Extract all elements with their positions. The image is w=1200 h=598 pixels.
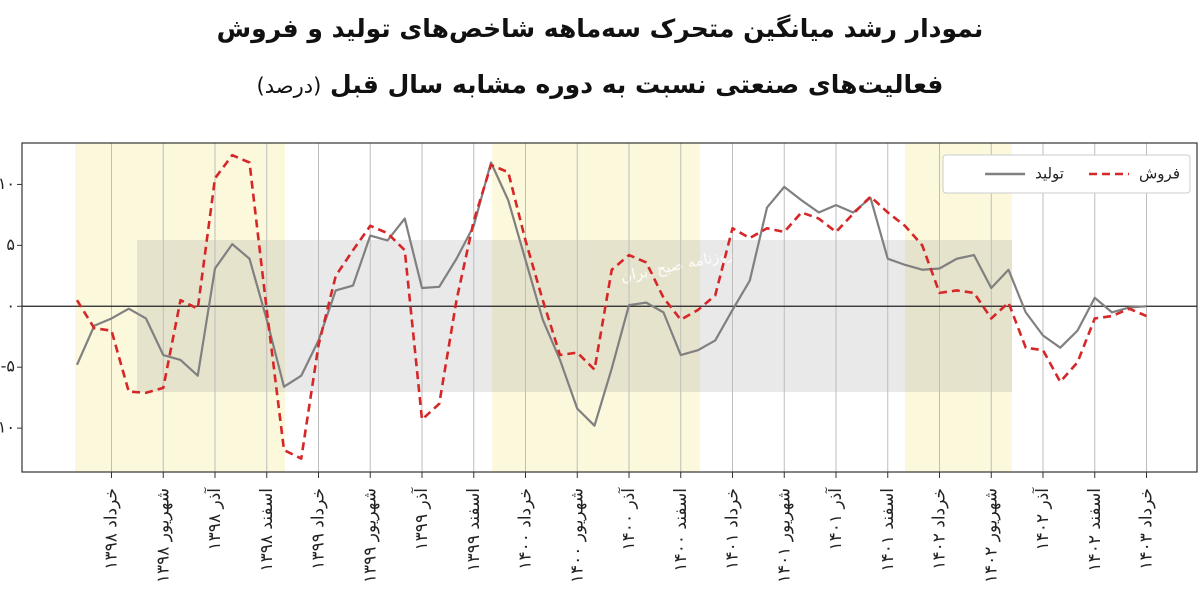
unit: (درصد) [256,74,322,98]
x-tick-label: آذر ۱۳۹۸ [203,487,225,551]
x-tick-label: شهریور ۱۴۰۰ [567,488,587,583]
x-tick-label: اسفند ۱۴۰۰ [671,488,691,572]
x-tick-label: اسفند ۱۴۰۲ [1085,488,1105,572]
x-tick-label: شهریور ۱۴۰۲ [981,488,1001,583]
watermark-band [137,240,1012,392]
x-tick-label: خرداد ۱۴۰۲ [930,488,950,570]
chart-subtitle: فعالیت‌های صنعتی نسبت به دوره مشابه سال … [330,70,944,99]
x-tick-label: شهریور ۱۳۹۹ [360,488,380,583]
series-line [75,153,1148,460]
shade [75,143,285,472]
x-tick-label: آذر ۱۴۰۱ [824,487,846,551]
x-tick-label: اسفند ۱۳۹۹ [464,488,484,572]
x-tick-label: آذر ۱۳۹۹ [410,487,432,551]
chart-subtitle-line: فعالیت‌های صنعتی نسبت به دوره مشابه سال … [0,70,1200,99]
x-tick-label: آذر ۱۴۰۰ [617,487,639,551]
x-tick-label: آذر ۱۴۰۲ [1031,487,1053,551]
x-tick-label: خرداد ۱۴۰۳ [1137,488,1157,570]
legend-label: فروش [1139,165,1180,183]
x-tick-label: اسفند ۱۳۹۸ [257,488,277,572]
y-tick-label: -۵ [1,357,15,376]
x-tick-label: شهریور ۱۴۰۱ [774,488,794,583]
y-tick-label: ۰ [6,296,15,315]
x-tick-label: شهریور ۱۳۹۸ [153,488,173,583]
legend-label: تولید [1035,165,1064,183]
x-tick-label: اسفند ۱۴۰۱ [878,488,898,572]
series-line [75,161,1147,427]
legend-box [942,154,1191,194]
x-tick-label: خرداد ۱۳۹۸ [102,488,122,570]
x-tick-label: خرداد ۱۳۹۹ [309,488,329,570]
y-tick-label: -۱۰ [0,418,15,437]
y-tick-label: ۵ [6,235,15,254]
x-tick-label: خرداد ۱۴۰۰ [516,488,536,570]
shade [905,143,1012,472]
chart-title: نمودار رشد میانگین متحرک سه‌ماهه شاخص‌ها… [216,14,984,43]
y-tick-label: ۱۰ [0,174,15,193]
x-tick-label: خرداد ۱۴۰۱ [723,488,743,570]
plot-frame [21,142,1198,473]
